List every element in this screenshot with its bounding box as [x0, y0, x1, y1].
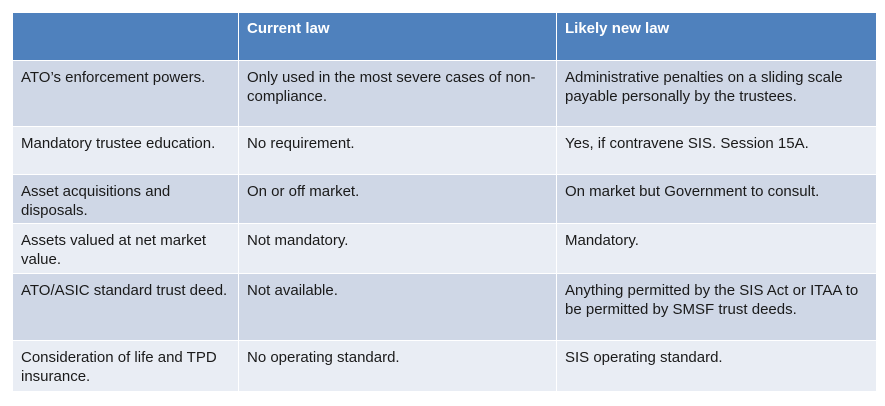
current-law-cell: No operating standard.: [238, 340, 557, 392]
row-label-cell: Asset acquisitions and disposals.: [12, 174, 239, 224]
header-cell-likely-new-law: Likely new law: [556, 12, 877, 61]
new-law-cell: On market but Government to consult.: [556, 174, 877, 224]
header-row: Current law Likely new law: [12, 12, 877, 61]
row-label-cell: Assets valued at net market value.: [12, 223, 239, 274]
table-row: Assets valued at net market value. Not m…: [12, 223, 877, 274]
new-law-cell: Mandatory.: [556, 223, 877, 274]
table-row: Asset acquisitions and disposals. On or …: [12, 174, 877, 224]
table-row: Mandatory trustee education. No requirem…: [12, 126, 877, 175]
row-label-cell: Consideration of life and TPD insurance.: [12, 340, 239, 392]
table-row: ATO’s enforcement powers. Only used in t…: [12, 60, 877, 127]
current-law-cell: Not mandatory.: [238, 223, 557, 274]
current-law-cell: No requirement.: [238, 126, 557, 175]
new-law-cell: SIS operating standard.: [556, 340, 877, 392]
current-law-cell: On or off market.: [238, 174, 557, 224]
law-comparison-table: Current law Likely new law ATO’s enforce…: [12, 12, 877, 392]
table-row: Consideration of life and TPD insurance.…: [12, 340, 877, 392]
new-law-cell: Anything permitted by the SIS Act or ITA…: [556, 273, 877, 341]
header-cell-current-law: Current law: [238, 12, 557, 61]
new-law-cell: Administrative penalties on a sliding sc…: [556, 60, 877, 127]
new-law-cell: Yes, if contravene SIS. Session 15A.: [556, 126, 877, 175]
row-label-cell: ATO’s enforcement powers.: [12, 60, 239, 127]
row-label-cell: ATO/ASIC standard trust deed.: [12, 273, 239, 341]
table-row: ATO/ASIC standard trust deed. Not availa…: [12, 273, 877, 341]
current-law-cell: Only used in the most severe cases of no…: [238, 60, 557, 127]
header-cell-blank: [12, 12, 239, 61]
current-law-cell: Not available.: [238, 273, 557, 341]
comparison-table-container: Current law Likely new law ATO’s enforce…: [12, 12, 877, 392]
row-label-cell: Mandatory trustee education.: [12, 126, 239, 175]
